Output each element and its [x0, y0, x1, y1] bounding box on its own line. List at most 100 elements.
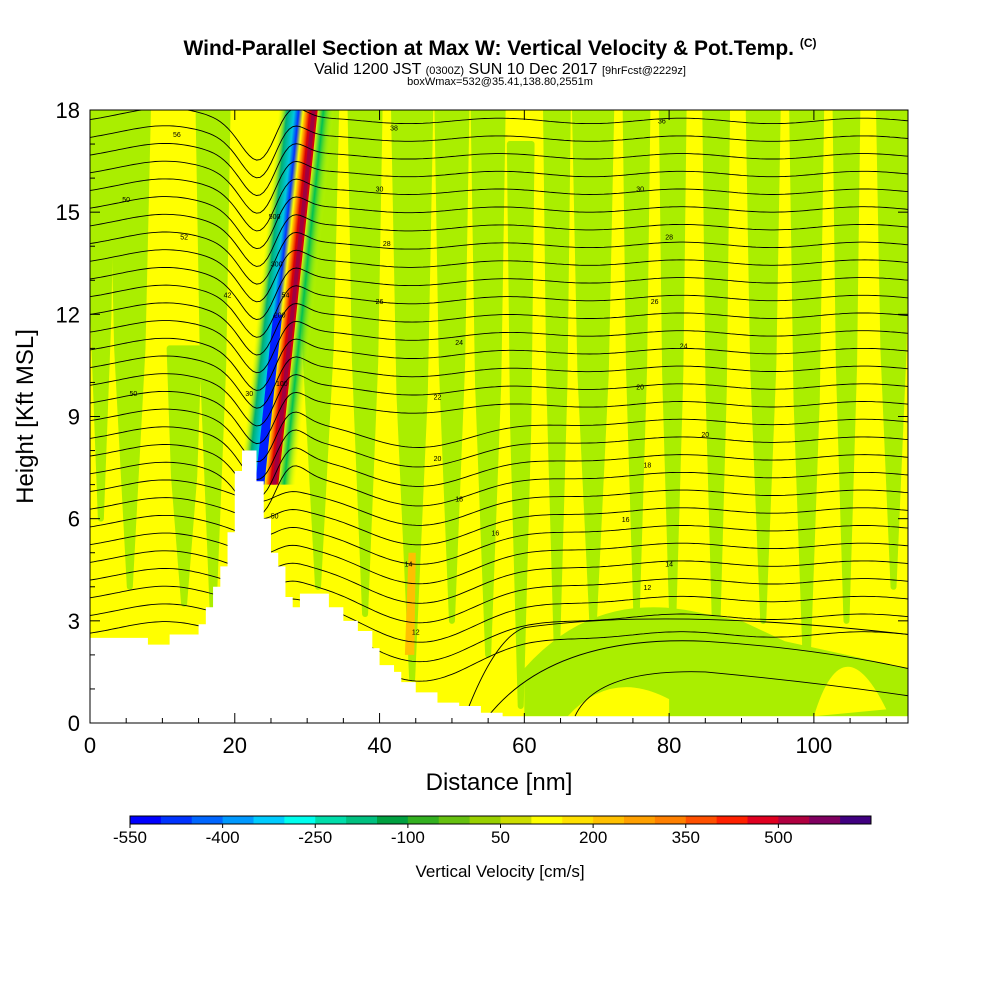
contour-label: 100: [276, 381, 288, 388]
y-tick-label: 18: [56, 98, 80, 123]
downdraft-band: [470, 110, 506, 658]
colorbar-tick-label: -400: [206, 828, 240, 847]
contour-label: 20: [701, 432, 709, 439]
theta-contour: [90, 160, 908, 214]
theta-contour: [90, 337, 908, 391]
downdraft-band: [108, 110, 151, 590]
updraft-low: [813, 666, 887, 717]
contour-label: 30: [636, 187, 644, 194]
downdraft-band: [391, 110, 434, 682]
contour-label: 24: [455, 340, 463, 347]
colorbar-swatch: [284, 816, 316, 824]
theta-contour: [90, 373, 908, 427]
colorbar-tick-label: 50: [491, 828, 510, 847]
chart-subtitle: boxWmax=532@35.41,138.80,2551m: [407, 76, 593, 88]
colorbar-swatch: [500, 816, 532, 824]
contour-label: 20: [636, 384, 644, 391]
contour-label: 22: [434, 394, 442, 401]
downdraft-band: [347, 110, 383, 618]
colorbar-swatch: [747, 816, 779, 824]
terrain: [90, 450, 908, 723]
theta-contour: [90, 550, 908, 604]
contour-label: 24: [680, 343, 688, 350]
theta-contour: [90, 479, 908, 526]
theta-contour: [90, 444, 908, 498]
colorbar-swatch: [130, 816, 162, 824]
contour-label: 28: [383, 241, 391, 248]
theta-contour: [90, 461, 908, 516]
copyright-mark: (C): [799, 36, 817, 50]
contour-label: 26: [376, 299, 384, 306]
contour-label: 42: [224, 292, 232, 299]
theta-contour: [90, 514, 908, 565]
colorbar-swatch: [191, 816, 224, 824]
y-tick-label: 0: [68, 711, 80, 736]
y-tick-label: 3: [68, 609, 80, 634]
downdraft-band: [434, 110, 470, 624]
wave-core: [239, 110, 335, 485]
colorbar-swatch: [778, 816, 810, 824]
colorbar-tick-label: 350: [672, 828, 700, 847]
colorbar-swatch: [624, 816, 656, 824]
contour-label: 54: [282, 292, 290, 299]
theta-contour: [90, 249, 908, 303]
contour-label: 20: [434, 456, 442, 463]
colorbar-swatch: [407, 816, 440, 824]
y-tick-label: 9: [68, 405, 80, 430]
contour-label: 16: [622, 517, 630, 524]
theta-contour: [90, 196, 908, 250]
colorbar-swatch: [222, 816, 254, 824]
contour-label: 38: [390, 125, 398, 132]
contour-label: 18: [455, 497, 463, 504]
forecast-info: [9hrFcst@2229z]: [601, 65, 686, 77]
colorbar-swatch: [346, 816, 378, 824]
theta-contour: [90, 497, 908, 546]
y-tick-label: 12: [56, 302, 80, 327]
contour-label: 50: [130, 391, 138, 398]
contour-label: 12: [643, 585, 651, 592]
colorbar-swatch: [469, 816, 501, 824]
theta-contour: [90, 178, 908, 232]
theta-contour: [90, 390, 908, 445]
contour-label: 14: [665, 561, 673, 568]
x-axis-label: Distance [nm]: [426, 769, 573, 796]
x-tick-label: 20: [223, 733, 247, 758]
theta-contour: [90, 143, 908, 196]
colorbar-swatch: [685, 816, 718, 824]
colorbar-swatch: [809, 816, 841, 824]
downdraft-band: [506, 141, 535, 709]
theta-contour: [466, 618, 908, 713]
contour-label: 30: [376, 187, 384, 194]
theta-contour: [90, 231, 908, 285]
mountain-wave-couplet: [239, 110, 335, 485]
x-tick-label: 0: [84, 733, 96, 758]
colorbar-tick-label: 200: [579, 828, 607, 847]
colorbar-swatch: [716, 816, 748, 824]
colorbar-swatch: [253, 816, 285, 824]
downdraft-band: [702, 110, 731, 675]
contour-label: 56: [173, 132, 181, 139]
theta-contour: [90, 532, 908, 585]
colorbar-swatch: [160, 816, 193, 824]
contour-label: 26: [651, 299, 659, 306]
colorbar-swatch: [438, 816, 471, 824]
theta-contour: [90, 213, 908, 267]
contour-label: 52: [180, 234, 188, 241]
theta-contour: [90, 426, 908, 480]
colorbar-swatch: [531, 816, 563, 824]
y-axis-label: Height [Kft MSL]: [12, 329, 39, 504]
colorbar-label: Vertical Velocity [cm/s]: [415, 862, 585, 881]
contour-label: 12: [412, 629, 420, 636]
colorbar-tick-label: -100: [391, 828, 425, 847]
colorbar: -550 -400 -250 -100 50 200 350 500: [113, 815, 872, 847]
contour-label: 300: [271, 262, 283, 269]
downdraft-band: [572, 110, 615, 641]
colorbar-tick-label: 500: [764, 828, 792, 847]
colorbar-tick-label: -250: [298, 828, 332, 847]
theta-contour: [90, 266, 908, 320]
theta-contour: [574, 671, 908, 717]
downdraft-band: [622, 110, 651, 624]
contour-label: 500: [269, 214, 281, 221]
downdraft-band: [876, 110, 908, 590]
